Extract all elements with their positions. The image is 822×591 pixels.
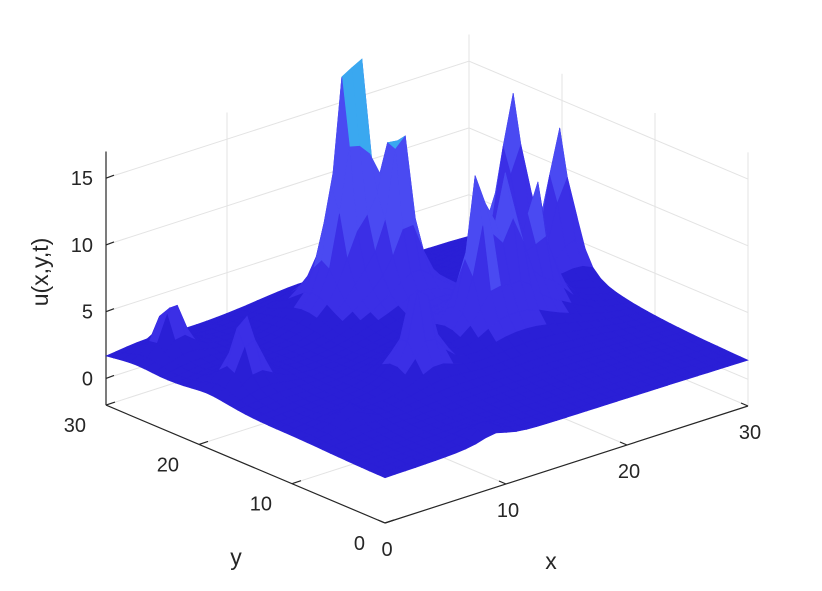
x-tick (498, 480, 507, 485)
grid-line (105, 127, 749, 247)
surface (105, 58, 749, 479)
axes (105, 151, 749, 524)
y-axis-label: y (230, 544, 242, 570)
grid-line (105, 194, 749, 314)
tick-labels: 0 10 20 30 0 10 20 30 0 5 10 15 (64, 168, 761, 561)
x-tick-label: 20 (618, 461, 640, 483)
x-axis-label: x (545, 548, 557, 574)
y-tick-label: 30 (64, 415, 86, 437)
y-tick-label: 20 (157, 454, 179, 476)
z-axis-label: u(x,y,t) (27, 238, 53, 307)
x-tick (619, 441, 628, 446)
y-tick-label: 10 (250, 494, 272, 516)
z-tick-label: 0 (82, 368, 93, 390)
z-tick-label: 5 (82, 302, 93, 324)
x-tick (740, 402, 749, 407)
z-tick (105, 241, 115, 246)
x-tick-label: 0 (381, 539, 392, 561)
x-tick (377, 519, 386, 524)
y-tick (384, 519, 395, 524)
x-axis-line (384, 405, 749, 524)
z-tick-label: 10 (71, 235, 93, 257)
z-tick (105, 374, 115, 379)
x-tick-label: 30 (739, 422, 761, 444)
surface-patch (376, 470, 396, 479)
z-tick (105, 174, 115, 179)
y-tick (105, 401, 116, 406)
y-tick (291, 480, 302, 485)
y-axis-line (105, 404, 386, 524)
x-tick-label: 10 (497, 500, 519, 522)
z-tick (105, 308, 115, 313)
z-tick-label: 15 (71, 168, 93, 190)
grid-line (105, 60, 749, 180)
y-tick (198, 440, 209, 445)
y-tick-label: 0 (354, 533, 365, 555)
